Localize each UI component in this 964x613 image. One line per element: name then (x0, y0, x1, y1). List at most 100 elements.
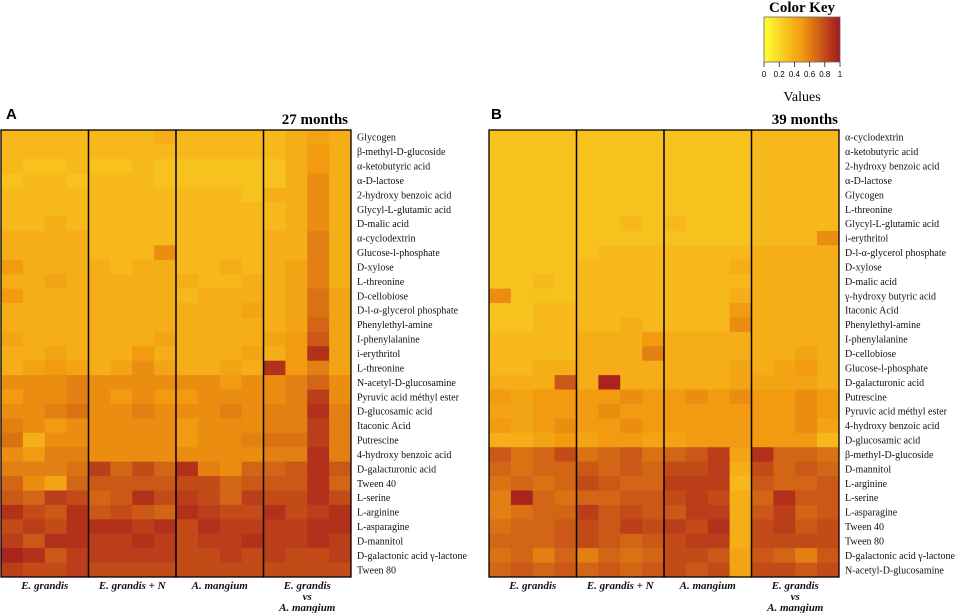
heatmap-cell (817, 360, 840, 376)
heatmap-cell (510, 403, 534, 419)
row-label: Glycogen (845, 190, 884, 201)
heatmap-cell (773, 519, 796, 535)
heatmap-cell (329, 317, 352, 333)
heatmap-cell (285, 259, 308, 275)
heatmap-cell (132, 144, 155, 160)
heatmap-cell (817, 216, 840, 232)
heatmap-cell (241, 461, 264, 477)
heatmap-cell (620, 230, 643, 246)
heatmap-cell (219, 476, 243, 491)
heatmap-cell (817, 519, 840, 535)
heatmap-cell (707, 476, 731, 491)
heatmap-cell (598, 346, 621, 362)
heatmap-cell (66, 432, 89, 448)
heatmap-cell (22, 432, 46, 448)
heatmap-cell (66, 230, 89, 246)
heatmap-cell (307, 432, 330, 448)
heatmap-cell (219, 548, 243, 563)
heatmap-cell (554, 432, 577, 448)
heatmap-cell (263, 533, 286, 549)
heatmap-cell (620, 548, 643, 563)
heatmap-cell (554, 230, 577, 246)
heatmap-cell (751, 331, 774, 347)
heatmap-cell (263, 389, 286, 405)
heatmap-cell (685, 490, 709, 506)
heatmap-cell (110, 259, 133, 275)
heatmap-cell (664, 288, 687, 304)
heatmap-cell (773, 187, 796, 203)
heatmap-cell (176, 375, 199, 390)
heatmap-cell (285, 548, 308, 563)
heatmap-cell (620, 173, 643, 189)
heatmap-cell (817, 303, 840, 318)
heatmap-cell (576, 202, 599, 217)
heatmap-cell (707, 403, 731, 419)
heatmap-cell (88, 562, 111, 578)
row-label: D-galacturonic acid (357, 464, 436, 475)
heatmap-cell (707, 230, 731, 246)
heatmap-cell (489, 490, 512, 506)
heatmap-cell (642, 130, 665, 145)
heatmap-cell (66, 504, 89, 520)
heatmap-cell (285, 187, 308, 203)
heatmap-cell (263, 562, 286, 578)
heatmap-cell (88, 447, 111, 463)
heatmap-cell (642, 158, 665, 174)
heatmap-cell (22, 389, 46, 405)
panel-b-letter: B (491, 106, 502, 123)
heatmap-cell (642, 303, 665, 318)
heatmap-cell (285, 331, 308, 347)
heatmap-cell (263, 202, 286, 217)
heatmap-cell (110, 245, 133, 261)
heatmap-cell (22, 158, 46, 174)
heatmap-cell (532, 418, 556, 434)
heatmap-cell (22, 187, 46, 203)
heatmap-cell (532, 158, 556, 174)
heatmap-cell (773, 418, 796, 434)
heatmap-cell (642, 216, 665, 232)
heatmap-cell (707, 461, 731, 477)
heatmap-cell (329, 245, 352, 261)
heatmap-cell (664, 202, 687, 217)
heatmap-cell (685, 130, 709, 145)
heatmap-cell (1, 187, 24, 203)
heatmap-cell (685, 158, 709, 174)
heatmap-cell (707, 317, 731, 333)
heatmap-cell (707, 389, 731, 405)
heatmap-cell (1, 245, 24, 261)
heatmap-cell (773, 504, 796, 520)
heatmap-cell (729, 245, 752, 261)
heatmap-cell (554, 418, 577, 434)
heatmap-cell (66, 447, 89, 463)
heatmap-cell (489, 432, 512, 448)
heatmap-cell (489, 418, 512, 434)
heatmap-cell (263, 173, 286, 189)
heatmap-cell (219, 360, 243, 376)
heatmap-cell (1, 403, 24, 419)
heatmap-cell (132, 504, 155, 520)
heatmap-cell (664, 504, 687, 520)
heatmap-cell (729, 346, 752, 362)
heatmap-cell (263, 346, 286, 362)
row-label: Glucose-l-phosphate (357, 248, 440, 259)
heatmap-cell (110, 476, 133, 491)
heatmap-cell (795, 317, 818, 333)
color-key-title: Color Key (769, 0, 835, 16)
heatmap-cell (66, 173, 89, 189)
heatmap-cell (576, 259, 599, 275)
heatmap-cell (110, 504, 133, 520)
heatmap-cell (751, 303, 774, 318)
heatmap-cell (729, 288, 752, 304)
row-label: D-l-α-glycerol phosphate (357, 306, 459, 317)
heatmap-cell (707, 504, 731, 520)
heatmap-cell (817, 130, 840, 145)
heatmap-cell (532, 274, 556, 290)
heatmap-cell (751, 202, 774, 217)
heatmap-cell (707, 274, 731, 290)
heatmap-cell (598, 490, 621, 506)
heatmap-cell (751, 548, 774, 563)
heatmap-cell (795, 533, 818, 549)
heatmap-cell (1, 202, 24, 217)
heatmap-cell (176, 274, 199, 290)
heatmap-cell (329, 403, 352, 419)
